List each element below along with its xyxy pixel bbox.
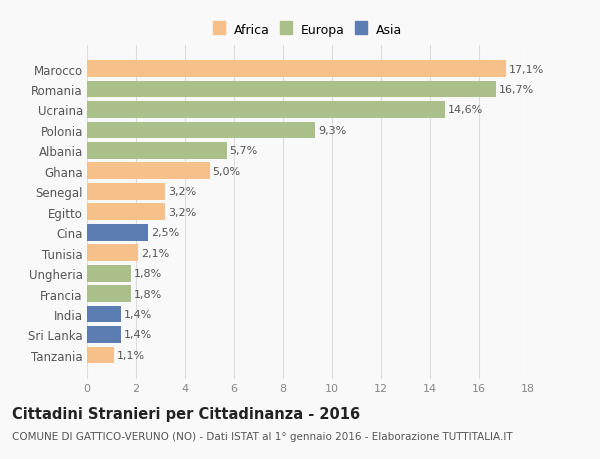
Text: 17,1%: 17,1% [509, 64, 544, 74]
Bar [87, 306, 121, 323]
Text: 2,1%: 2,1% [142, 248, 170, 258]
Bar [87, 224, 148, 241]
Text: 16,7%: 16,7% [499, 85, 535, 95]
Text: 1,8%: 1,8% [134, 289, 162, 299]
Text: 14,6%: 14,6% [448, 105, 483, 115]
Text: Cittadini Stranieri per Cittadinanza - 2016: Cittadini Stranieri per Cittadinanza - 2… [12, 406, 360, 421]
Bar [87, 285, 131, 302]
Text: 9,3%: 9,3% [318, 126, 346, 135]
Text: 1,4%: 1,4% [124, 330, 152, 340]
Bar [87, 61, 506, 78]
Text: 2,5%: 2,5% [151, 228, 179, 238]
Bar [87, 184, 166, 200]
Bar [87, 122, 315, 139]
Bar [87, 326, 121, 343]
Text: 3,2%: 3,2% [169, 207, 197, 217]
Bar [87, 143, 227, 159]
Text: 5,7%: 5,7% [230, 146, 258, 156]
Bar [87, 245, 139, 262]
Bar [87, 163, 209, 180]
Bar [87, 81, 496, 98]
Text: 1,4%: 1,4% [124, 309, 152, 319]
Text: 1,1%: 1,1% [117, 350, 145, 360]
Bar [87, 347, 114, 364]
Bar [87, 204, 166, 221]
Text: 3,2%: 3,2% [169, 187, 197, 197]
Text: COMUNE DI GATTICO-VERUNO (NO) - Dati ISTAT al 1° gennaio 2016 - Elaborazione TUT: COMUNE DI GATTICO-VERUNO (NO) - Dati IST… [12, 431, 512, 442]
Legend: Africa, Europa, Asia: Africa, Europa, Asia [212, 24, 403, 37]
Bar [87, 265, 131, 282]
Text: 5,0%: 5,0% [212, 167, 241, 176]
Text: 1,8%: 1,8% [134, 269, 162, 279]
Bar [87, 102, 445, 118]
